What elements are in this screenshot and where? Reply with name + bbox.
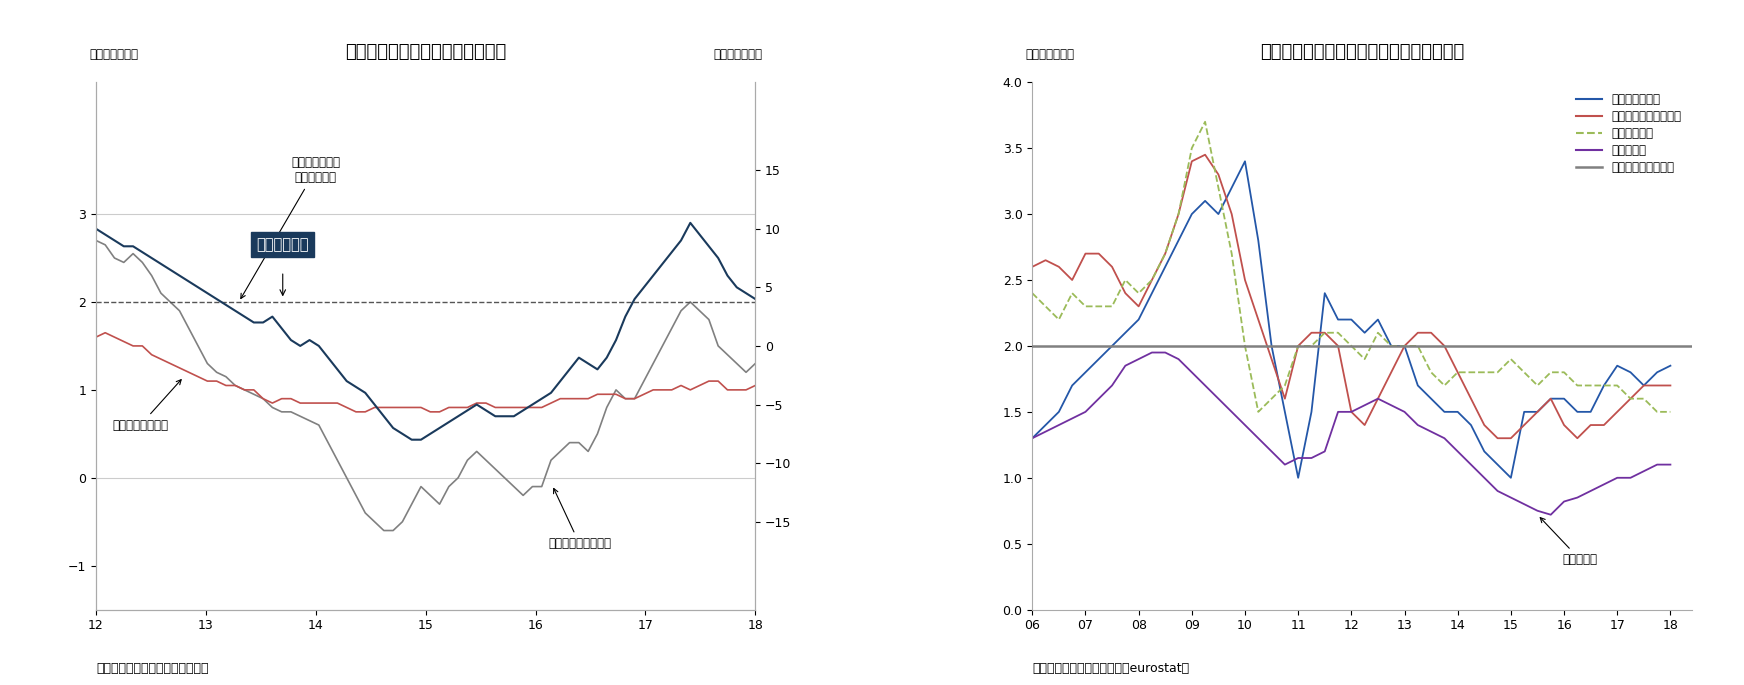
Legend: 労働コスト指数, 一人あたり雇用者報酬, 協定賃金指標, ＣＰＩコア, インフレ率目標上限: 労働コスト指数, 一人あたり雇用者報酬, 協定賃金指標, ＣＰＩコア, インフレ…: [1571, 88, 1686, 179]
Text: （前年比、％）: （前年比、％）: [89, 48, 138, 61]
Title: 図表１３　ユーロ圏のインフレ率: 図表１３ ユーロ圏のインフレ率: [345, 43, 506, 61]
Text: （資料）欧州委員会統計局（eurostat）: （資料）欧州委員会統計局（eurostat）: [1032, 662, 1189, 675]
Text: 安定水準上限: 安定水準上限: [256, 237, 309, 252]
Text: ＣＰＩ（左目盛り）: ＣＰＩ（左目盛り）: [548, 488, 610, 550]
Text: ＣＰＩコア: ＣＰＩコア: [1540, 518, 1598, 566]
Title: 図表１４　ユーロ圏コアＣＰＩと賃金指標: 図表１４ ユーロ圏コアＣＰＩと賃金指標: [1259, 43, 1465, 61]
Text: （資料）欧州中央銀行（ＥＣＢ）: （資料）欧州中央銀行（ＥＣＢ）: [96, 662, 209, 675]
Text: エネルギー価格
（右目盛り）: エネルギー価格 （右目盛り）: [241, 156, 340, 299]
Text: （前年同期比）: （前年同期比）: [1025, 48, 1074, 61]
Text: （前年比、％）: （前年比、％）: [713, 48, 762, 61]
Text: コア（左目盛り）: コア（左目盛り）: [112, 379, 181, 432]
